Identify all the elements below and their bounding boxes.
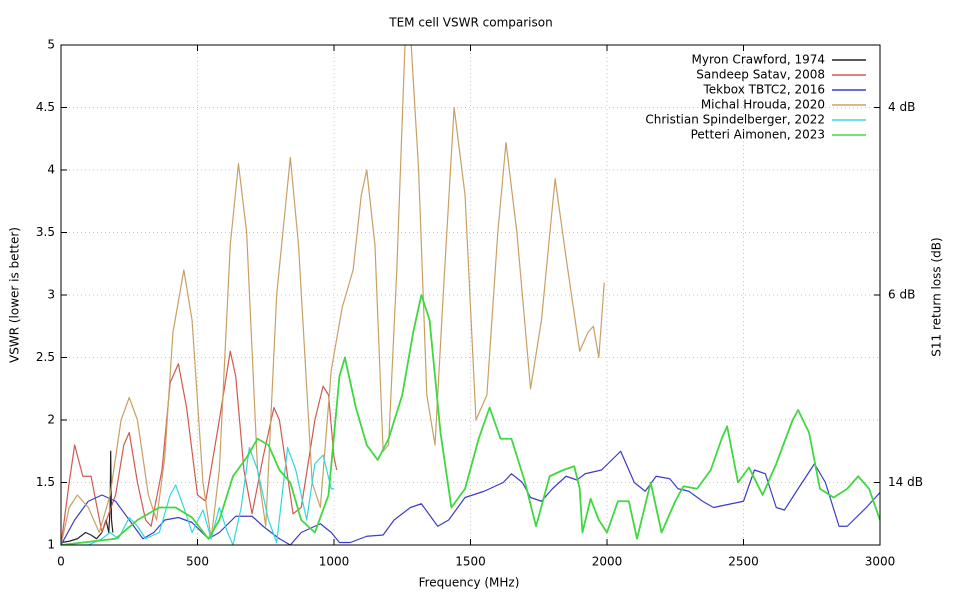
chart-title: TEM cell VSWR comparison: [388, 16, 552, 30]
y2-tick-label: 4 dB: [888, 100, 915, 114]
y-tick-label: 2.5: [36, 350, 55, 364]
series-line: [61, 350, 338, 545]
legend-label: Christian Spindelberger, 2022: [645, 113, 825, 127]
y-tick-label: 1.5: [36, 475, 55, 489]
series-line: [61, 450, 880, 545]
x-axis-label: Frequency (MHz): [419, 576, 520, 590]
y-tick-label: 1: [47, 538, 55, 552]
x-tick-label: 1000: [319, 555, 350, 569]
y2-tick-label: 14 dB: [888, 475, 923, 489]
x-tick-label: 2000: [592, 555, 623, 569]
legend-label: Myron Crawford, 1974: [692, 53, 825, 67]
y-tick-label: 3.5: [36, 225, 55, 239]
x-tick-label: 3000: [865, 555, 896, 569]
legend-label: Petteri Aimonen, 2023: [691, 128, 825, 142]
legend-label: Michal Hrouda, 2020: [701, 98, 825, 112]
x-tick-label: 2500: [728, 555, 759, 569]
series-line: [61, 45, 605, 545]
legend-label: Tekbox TBTC2, 2016: [703, 83, 826, 97]
y-tick-label: 4: [47, 163, 55, 177]
series-line: [61, 446, 334, 545]
y2-axis-label: S11 return loss (dB): [930, 237, 944, 356]
x-tick-label: 0: [57, 555, 65, 569]
series-line: [61, 294, 880, 545]
y-axis-label: VSWR (lower is better): [8, 227, 22, 363]
y-tick-label: 3: [47, 288, 55, 302]
y-tick-label: 4.5: [36, 100, 55, 114]
y-tick-label: 5: [47, 38, 55, 52]
y-tick-label: 2: [47, 413, 55, 427]
x-tick-label: 500: [186, 555, 209, 569]
y2-tick-label: 6 dB: [888, 288, 915, 302]
plot-area: [61, 45, 880, 545]
x-tick-label: 1500: [455, 555, 486, 569]
legend-label: Sandeep Satav, 2008: [696, 68, 825, 82]
